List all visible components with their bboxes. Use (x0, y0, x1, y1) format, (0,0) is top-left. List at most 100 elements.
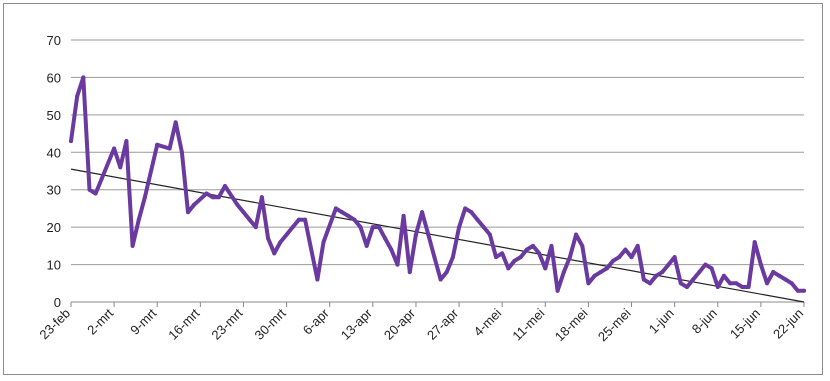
data-point (376, 225, 381, 230)
data-point (142, 195, 147, 200)
data-point (389, 247, 394, 252)
data-point (543, 266, 548, 271)
data-point (315, 277, 320, 282)
y-tick-label: 50 (47, 108, 61, 123)
data-point (179, 150, 184, 155)
y-tick-label: 20 (47, 220, 61, 235)
data-point (173, 120, 178, 125)
data-point (666, 262, 671, 267)
chart-frame: 0 10 20 30 40 50 60 70 23-feb 2-mrt 9-mrt 16-mrt 23… (3, 3, 823, 375)
y-tick-label: 30 (47, 183, 61, 198)
x-axis-tick-labels: 23-feb 2-mrt 9-mrt 16-mrt 23-mrt 30-mrt 6-apr 1… (36, 305, 806, 344)
data-point (561, 270, 566, 275)
data-point (112, 146, 117, 151)
x-tick-label: 27-apr (424, 305, 462, 343)
data-point (272, 251, 277, 256)
data-point (537, 251, 542, 256)
data-point (580, 243, 585, 248)
trendline-line (70, 168, 805, 303)
data-point (469, 210, 474, 215)
x-tick-label: 8-jun (689, 306, 720, 337)
data-point (654, 273, 659, 278)
data-point (333, 206, 338, 211)
x-tick-label: 11-mei (509, 305, 547, 343)
x-tick-label: 13-apr (338, 305, 376, 343)
data-point (592, 273, 597, 278)
data-point (266, 236, 271, 241)
data-point (481, 225, 486, 230)
series-line (69, 75, 806, 293)
data-point (186, 210, 191, 215)
data-point (99, 176, 104, 181)
data-point (450, 255, 455, 260)
x-tick-label: 4-mei (471, 305, 505, 339)
data-point (494, 255, 499, 260)
data-point (549, 243, 554, 248)
data-point (555, 288, 560, 293)
data-point (192, 202, 197, 207)
data-point (75, 94, 80, 99)
series-line-path (69, 75, 806, 293)
data-point (574, 232, 579, 237)
data-point (611, 258, 616, 263)
data-point (771, 270, 776, 275)
data-point (734, 281, 739, 286)
x-tick-label: 23-feb (36, 306, 73, 343)
data-point (81, 75, 86, 80)
data-point (703, 262, 708, 267)
data-point (697, 270, 702, 275)
data-point (222, 183, 227, 188)
data-point (87, 187, 92, 192)
x-tick-label: 18-mei (552, 305, 591, 344)
data-point (204, 191, 209, 196)
data-point (758, 262, 763, 267)
data-point (358, 225, 363, 230)
data-point (487, 232, 492, 237)
x-tick-label: 25-mei (595, 305, 634, 344)
data-point (457, 225, 462, 230)
data-point (635, 243, 640, 248)
data-point (296, 217, 301, 222)
data-point (506, 266, 511, 271)
x-tick-label: 1-jun (646, 306, 677, 337)
data-point (136, 217, 141, 222)
data-point (124, 139, 129, 144)
data-point (444, 270, 449, 275)
data-point (383, 236, 388, 241)
data-point (691, 277, 696, 282)
data-point (407, 270, 412, 275)
data-point (235, 202, 240, 207)
data-point (629, 255, 634, 260)
data-point (672, 255, 677, 260)
data-point (617, 255, 622, 260)
data-point (604, 266, 609, 271)
data-point (290, 225, 295, 230)
data-point (155, 142, 160, 147)
data-point (802, 288, 806, 293)
data-point (789, 281, 794, 286)
x-tick-label: 20-apr (381, 305, 419, 343)
y-axis-tick-labels: 0 10 20 30 40 50 60 70 (47, 33, 61, 310)
x-axis (70, 301, 805, 307)
y-tick-label: 40 (47, 145, 61, 160)
y-tick-label: 60 (47, 70, 61, 85)
data-point (728, 281, 733, 286)
data-point (352, 217, 357, 222)
data-point (432, 255, 437, 260)
data-point (512, 258, 517, 263)
data-point (783, 277, 788, 282)
data-point (752, 240, 757, 245)
data-point (530, 243, 535, 248)
data-point (660, 270, 665, 275)
data-point (321, 240, 326, 245)
data-point (93, 191, 98, 196)
data-point (438, 277, 443, 282)
data-point (278, 240, 283, 245)
gridlines (71, 39, 804, 303)
data-point (346, 213, 351, 218)
y-tick-label: 70 (47, 33, 61, 48)
data-point (340, 210, 345, 215)
data-point (598, 270, 603, 275)
data-point (684, 285, 689, 290)
data-point (475, 217, 480, 222)
